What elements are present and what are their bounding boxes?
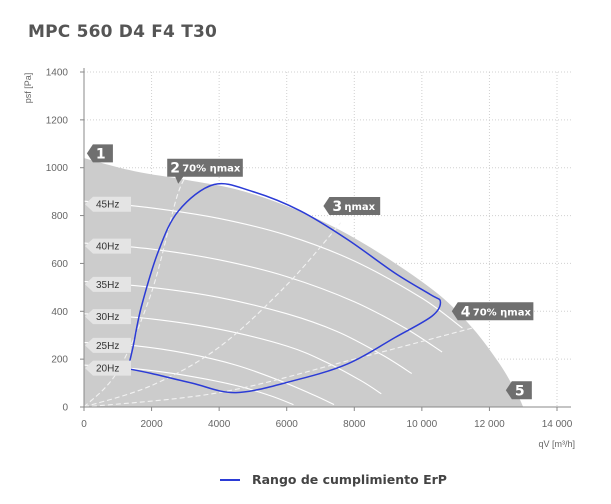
- erp-range-outline: [127, 182, 442, 394]
- frequency-curve: [83, 313, 382, 395]
- frequency-label: 45Hz: [96, 200, 119, 211]
- axes: [80, 68, 571, 411]
- frequency-label: 40Hz: [96, 242, 119, 253]
- callout-number: 4: [461, 304, 471, 320]
- x-tick-label: 4000: [208, 419, 231, 430]
- frequency-curve: [83, 242, 443, 353]
- frequency-label: 20Hz: [96, 364, 119, 375]
- efficiency-line: [83, 327, 473, 408]
- y-tick-label: 1200: [46, 115, 69, 126]
- x-tick-label: 0: [81, 419, 87, 430]
- frequency-tag: [85, 196, 131, 212]
- x-tick-label: 6000: [276, 419, 299, 430]
- callout-marker: [86, 144, 113, 163]
- x-axis-label: qV [m³/h]: [538, 439, 575, 449]
- callout-marker: [167, 158, 243, 184]
- y-tick-label: 400: [51, 307, 68, 318]
- y-axis-label: psf [Pa]: [23, 73, 33, 104]
- callout-marker: [323, 197, 381, 215]
- callout-number: 3: [332, 199, 342, 215]
- efficiency-line: [83, 222, 342, 408]
- callout-marker: [505, 381, 532, 400]
- callout-text: 70% ηmax: [473, 307, 532, 318]
- frequency-curve: [83, 341, 335, 406]
- chart-title: MPC 560 D4 F4 T30: [28, 22, 218, 42]
- tick-labels: 0 2000 4000 6000 8000 10 000 12 000 14 000 0 200 4…: [46, 68, 573, 431]
- callout-number: 1: [96, 146, 106, 162]
- frequency-tag: [85, 238, 131, 254]
- x-tick-label: 12 000: [474, 419, 505, 430]
- y-tick-label: 1000: [46, 163, 69, 174]
- x-tick-label: 10 000: [407, 419, 438, 430]
- x-tick-label: 14 000: [542, 419, 573, 430]
- frequency-tag: [85, 360, 131, 376]
- callout-text: 70% ηmax: [182, 164, 241, 175]
- y-tick-label: 0: [62, 403, 68, 414]
- frequency-label: 35Hz: [96, 280, 119, 291]
- frequency-tag: [85, 337, 131, 353]
- frequency-tag: [85, 309, 131, 325]
- y-tick-label: 600: [51, 259, 68, 270]
- frequency-curve: [83, 200, 463, 329]
- erp-range: [127, 182, 442, 394]
- frequency-curve: [83, 280, 412, 374]
- callout-marker: [451, 302, 534, 321]
- x-tick-label: 8000: [343, 419, 366, 430]
- efficiency-lines: [83, 167, 473, 408]
- frequency-label: 25Hz: [96, 341, 119, 352]
- y-tick-label: 1400: [46, 68, 69, 79]
- y-tick-label: 200: [51, 355, 68, 366]
- legend-label: Rango de cumplimiento ErP: [252, 472, 447, 487]
- x-tick-label: 2000: [140, 419, 163, 430]
- callout-number: 5: [515, 383, 525, 399]
- frequency-tag: [85, 276, 131, 292]
- legend: Rango de cumplimiento ErP: [220, 472, 447, 487]
- callout-text: ηmax: [344, 202, 375, 213]
- callout-number: 2: [170, 161, 180, 177]
- frequency-label: 30Hz: [96, 312, 119, 323]
- legend-swatch: [220, 478, 240, 481]
- frequency-labels: 45Hz 40Hz 35Hz 30Hz 25Hz 20Hz: [85, 196, 131, 376]
- y-tick-label: 800: [51, 211, 68, 222]
- efficiency-line: [83, 167, 196, 408]
